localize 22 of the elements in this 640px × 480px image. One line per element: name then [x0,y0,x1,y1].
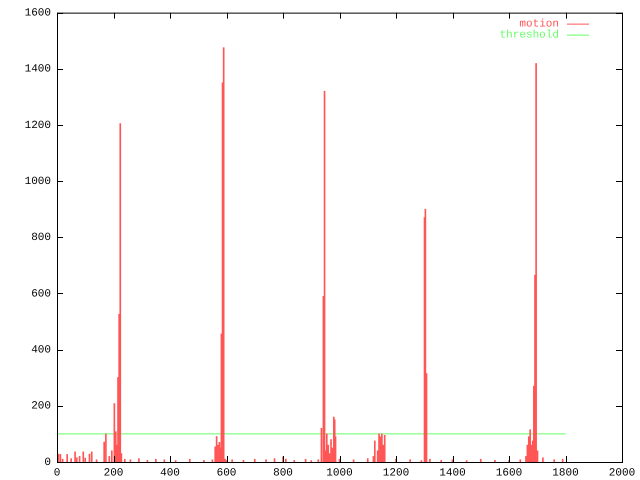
x-tick-label: 1000 [326,468,353,480]
x-tick-label: 800 [273,468,293,480]
y-tick-label: 1000 [24,176,51,188]
y-tick-label: 1600 [24,8,51,20]
legend-label: threshold [500,30,559,42]
x-tick-label: 2000 [608,468,636,480]
x-tick-label: 600 [216,468,236,480]
y-tick-label: 0 [44,456,51,469]
y-tick-label: 200 [31,400,51,413]
x-tick-label: 1200 [382,468,410,480]
x-tick-label: 0 [54,468,60,480]
legend-label: motion [519,18,559,31]
x-tick-label: 1800 [552,468,579,480]
y-tick-label: 600 [31,288,51,300]
y-tick-label: 1400 [24,64,51,76]
x-tick-label: 200 [104,468,124,480]
x-tick-label: 400 [160,468,180,480]
x-tick-label: 1400 [439,468,466,480]
y-tick-label: 1200 [24,120,51,132]
y-tick-label: 400 [31,344,51,357]
y-tick-label: 800 [31,232,51,244]
x-tick-label: 1600 [496,468,522,480]
